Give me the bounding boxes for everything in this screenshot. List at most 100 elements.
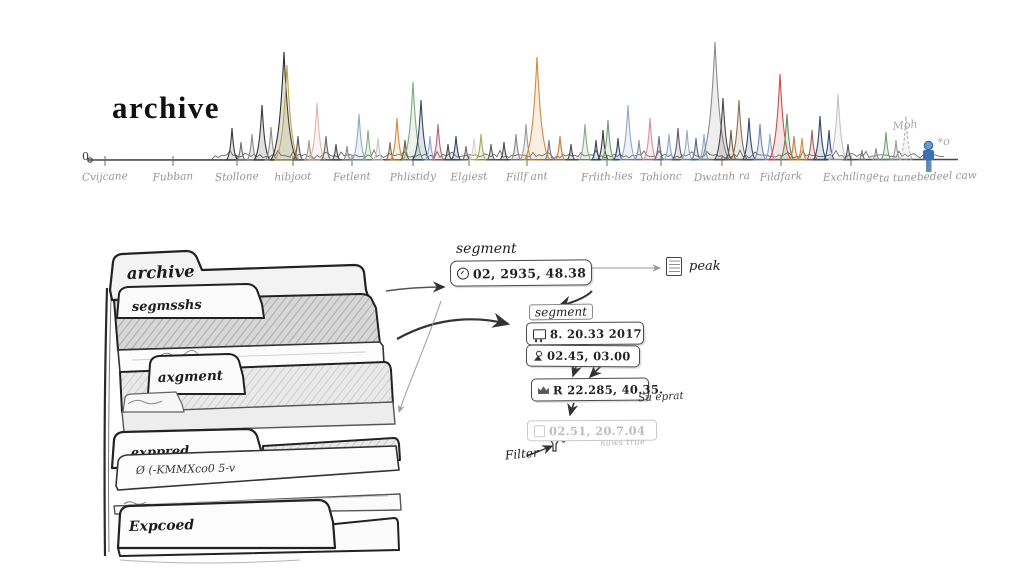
peak-path <box>449 135 463 161</box>
faint-note: nuws true <box>599 437 646 448</box>
peak-path <box>430 123 446 161</box>
peak-path <box>689 137 703 161</box>
segment2-label: segment <box>528 303 594 321</box>
peak-path <box>642 117 658 161</box>
axis-tick-labels: Cvijcane Fubban Stollone hibjoot Fetlent Phli… <box>82 169 977 184</box>
folder-archive-label: archive <box>126 262 194 283</box>
peak-item: peak <box>666 257 721 276</box>
axis-tick-label: Cvijcane <box>82 170 128 184</box>
person-icon <box>533 350 543 361</box>
axis-tick-label: ta tunebedeel caw <box>879 169 977 184</box>
axis-tick-label: Frlith-lies <box>580 170 634 184</box>
folder-segments-label: segmsshs <box>132 298 203 315</box>
arrow-side-to-box3 <box>588 365 602 379</box>
segment1-box: 02, 2935, 48.38 <box>449 259 593 287</box>
peak-path <box>724 129 738 161</box>
axis-tick-label: Fillf ant <box>505 170 549 184</box>
peak-path <box>858 149 866 161</box>
segment1-value: 02, 2935, 48.38 <box>472 264 587 282</box>
peak-path <box>577 123 593 161</box>
axis-tick-label: hibjoot <box>274 170 312 183</box>
chart-title: archive <box>112 90 221 125</box>
peak-path <box>767 73 793 161</box>
peak-path <box>235 141 247 161</box>
peak-path <box>811 115 829 161</box>
arrow-folders-to-segment2 <box>396 312 511 340</box>
arrow-box2b-to-box3 <box>571 363 582 378</box>
arrow-box3-to-box4 <box>567 402 579 417</box>
peak-path <box>509 133 523 161</box>
paper-sheet-2 <box>115 445 400 491</box>
segment2-value-a: 8. 20.33 2017 <box>549 326 642 341</box>
folder-stack: archive segmsshs axgment exppred. Ø ( <box>103 249 402 564</box>
timeline-chart: 0 Cvijcane Fubban Stollone hibjoot Fetlent Ph… <box>82 41 977 185</box>
folder-faint-band <box>121 401 396 433</box>
peak-path <box>361 129 375 161</box>
axis-origin-label: 0 <box>82 150 89 163</box>
peak-path <box>897 115 915 161</box>
expired-box-value: 02.51, 20.7.04 <box>548 423 646 438</box>
peak-path <box>263 126 279 161</box>
document-icon <box>666 257 682 276</box>
peak-path <box>822 129 836 161</box>
peak-path <box>713 97 733 161</box>
peak-path <box>763 133 777 161</box>
peak-path <box>618 104 638 161</box>
peak-path <box>307 102 327 161</box>
axis-tick-label: Stollone <box>215 170 259 184</box>
folder-exceed-tab <box>116 498 337 550</box>
peak-path <box>827 93 849 161</box>
peak-path <box>523 56 551 161</box>
peak-path <box>350 113 368 161</box>
peak-path <box>652 135 666 161</box>
axis-tick-label: Fubban <box>151 170 193 183</box>
arrow-folders-to-box1 <box>385 281 446 293</box>
arrow-filter-to-funnel <box>526 445 554 457</box>
peak-path <box>553 135 567 161</box>
line-box1-to-folders <box>397 300 442 413</box>
axis-tick-label: Dwatnh ra <box>693 170 750 184</box>
folder-exceed-label: Expcoed <box>128 517 195 535</box>
peak-path <box>384 141 396 161</box>
peak-path <box>389 117 405 161</box>
peak-path <box>697 133 711 161</box>
peak-path <box>371 137 385 161</box>
blue-marker-figure <box>923 140 934 172</box>
peak-path <box>269 51 299 161</box>
folder-segment-tab <box>147 353 246 395</box>
peak-path <box>842 143 854 161</box>
chart-annotation: *o <box>937 135 951 149</box>
chart-annotation: Moh <box>891 117 918 133</box>
axis-tick-label: Tohionc <box>640 170 682 183</box>
peak-path <box>274 64 300 161</box>
peak-path <box>565 143 577 161</box>
folder-faint-tab <box>122 391 185 413</box>
peak-path <box>411 99 431 161</box>
peak-path <box>805 129 819 161</box>
peak-path <box>795 137 809 161</box>
stack-left-wall <box>103 287 109 557</box>
peak-path <box>460 145 472 161</box>
peak-path <box>596 129 610 161</box>
peak-path <box>632 139 646 161</box>
peak-path <box>302 139 316 161</box>
folder-segments-tab <box>116 283 265 319</box>
stack-left-wall-inner <box>108 295 112 553</box>
thumb-icon <box>533 424 546 437</box>
peak-label: peak <box>689 259 721 274</box>
peak-path <box>879 131 893 161</box>
merged-box-side-label: Su eprat <box>637 389 685 405</box>
peak-path <box>699 41 731 161</box>
peak-path <box>398 139 412 161</box>
peak-path <box>341 145 353 161</box>
peak-path <box>442 143 454 161</box>
segment2-box-a: 8. 20.33 2017 <box>525 321 645 346</box>
peak-path <box>542 139 556 161</box>
peak-path <box>671 127 685 161</box>
axis-tick-label: Exchilinge <box>822 170 879 184</box>
peak-path <box>252 104 272 161</box>
peak-path <box>600 119 616 161</box>
peak-path <box>741 117 757 161</box>
